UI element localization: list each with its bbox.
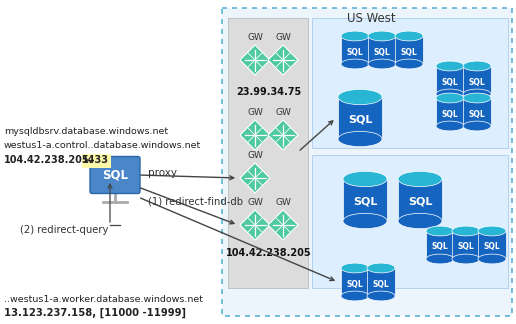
Bar (463, 98, 491, 126)
Text: SQL: SQL (373, 280, 390, 288)
Text: US West: US West (347, 12, 396, 25)
Bar (436, 66, 464, 94)
Text: GW: GW (247, 33, 263, 42)
Bar (398, 179, 442, 221)
Ellipse shape (436, 93, 464, 103)
Bar (343, 179, 387, 221)
Ellipse shape (338, 89, 382, 105)
Text: 1433: 1433 (82, 155, 109, 165)
Text: SQL: SQL (102, 168, 128, 181)
Ellipse shape (478, 254, 506, 264)
Text: SQL: SQL (400, 48, 417, 56)
Text: ..westus1-a.worker.database.windows.net: ..westus1-a.worker.database.windows.net (4, 295, 203, 304)
Text: SQL: SQL (408, 197, 432, 207)
Ellipse shape (367, 263, 395, 273)
Bar (463, 66, 491, 94)
Ellipse shape (395, 59, 423, 69)
Ellipse shape (398, 213, 442, 229)
Ellipse shape (341, 31, 369, 41)
Bar (367, 268, 395, 296)
Polygon shape (240, 210, 270, 240)
Ellipse shape (436, 89, 464, 99)
Polygon shape (240, 163, 270, 193)
Ellipse shape (398, 171, 442, 187)
Ellipse shape (368, 31, 396, 41)
Text: SQL: SQL (458, 242, 474, 251)
Ellipse shape (463, 121, 491, 131)
Text: SQL: SQL (374, 48, 391, 56)
Text: SQL: SQL (431, 242, 448, 251)
Ellipse shape (478, 226, 506, 236)
Ellipse shape (463, 93, 491, 103)
Ellipse shape (395, 31, 423, 41)
Ellipse shape (436, 61, 464, 71)
Bar (228, 18, 308, 288)
Text: mysqldbsrv.database.windows.net: mysqldbsrv.database.windows.net (4, 127, 168, 136)
Text: SQL: SQL (442, 110, 458, 119)
Text: SQL: SQL (347, 280, 363, 288)
Bar (368, 36, 396, 64)
Ellipse shape (368, 59, 396, 69)
Ellipse shape (463, 89, 491, 99)
Polygon shape (268, 45, 298, 75)
Ellipse shape (367, 291, 395, 301)
Ellipse shape (426, 226, 454, 236)
Ellipse shape (426, 254, 454, 264)
FancyBboxPatch shape (90, 156, 140, 193)
Text: SQL: SQL (347, 48, 363, 56)
Text: (1) redirect-find-db: (1) redirect-find-db (148, 197, 243, 207)
Text: 13.123.237.158, [11000 -11999]: 13.123.237.158, [11000 -11999] (4, 308, 186, 318)
Ellipse shape (452, 254, 480, 264)
Ellipse shape (341, 263, 369, 273)
Bar (436, 98, 464, 126)
Bar (478, 231, 506, 259)
Text: 104.42.238.205: 104.42.238.205 (226, 248, 312, 258)
Text: GW: GW (247, 151, 263, 160)
Polygon shape (268, 210, 298, 240)
Text: (2) redirect-query: (2) redirect-query (20, 225, 108, 235)
Text: proxy: proxy (148, 168, 177, 178)
Text: SQL: SQL (348, 115, 372, 125)
Bar (338, 97, 382, 139)
Bar (341, 268, 369, 296)
Ellipse shape (341, 291, 369, 301)
Text: GW: GW (275, 33, 291, 42)
Ellipse shape (338, 131, 382, 147)
Ellipse shape (343, 213, 387, 229)
FancyBboxPatch shape (222, 8, 512, 316)
Polygon shape (268, 120, 298, 150)
Text: SQL: SQL (483, 242, 501, 251)
Text: SQL: SQL (469, 110, 486, 119)
Text: SQL: SQL (469, 77, 486, 87)
Bar (452, 231, 480, 259)
Bar (312, 18, 508, 148)
Ellipse shape (463, 61, 491, 71)
Ellipse shape (341, 59, 369, 69)
Text: SQL: SQL (353, 197, 377, 207)
Bar (395, 36, 423, 64)
Text: 104.42.238.205.: 104.42.238.205. (4, 155, 93, 165)
Text: SQL: SQL (442, 77, 458, 87)
Text: GW: GW (247, 198, 263, 207)
Polygon shape (240, 45, 270, 75)
Text: GW: GW (275, 108, 291, 117)
Text: GW: GW (247, 108, 263, 117)
Bar (341, 36, 369, 64)
Text: GW: GW (275, 198, 291, 207)
FancyBboxPatch shape (82, 154, 110, 168)
Bar (426, 231, 454, 259)
Text: westus1-a.control..database.windows.net: westus1-a.control..database.windows.net (4, 141, 201, 150)
Ellipse shape (452, 226, 480, 236)
Ellipse shape (343, 171, 387, 187)
Bar (312, 155, 508, 288)
Text: 23.99.34.75: 23.99.34.75 (236, 87, 302, 97)
Ellipse shape (436, 121, 464, 131)
Polygon shape (240, 120, 270, 150)
